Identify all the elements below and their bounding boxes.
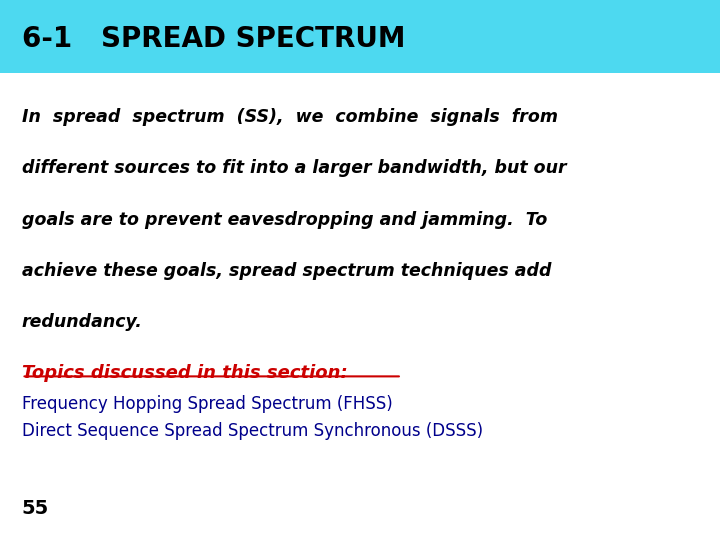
Text: In  spread  spectrum  (SS),  we  combine  signals  from: In spread spectrum (SS), we combine sign… [22,108,557,126]
Text: Direct Sequence Spread Spectrum Synchronous (DSSS): Direct Sequence Spread Spectrum Synchron… [22,422,482,440]
Text: redundancy.: redundancy. [22,313,143,331]
Text: Topics discussed in this section:: Topics discussed in this section: [22,364,347,382]
Text: Frequency Hopping Spread Spectrum (FHSS): Frequency Hopping Spread Spectrum (FHSS) [22,395,392,413]
Text: achieve these goals, spread spectrum techniques add: achieve these goals, spread spectrum tec… [22,262,551,280]
Text: 55: 55 [22,500,49,518]
Text: 6-1   SPREAD SPECTRUM: 6-1 SPREAD SPECTRUM [22,25,405,53]
FancyBboxPatch shape [0,0,720,73]
Text: different sources to fit into a larger bandwidth, but our: different sources to fit into a larger b… [22,159,566,177]
Text: goals are to prevent eavesdropping and jamming.  To: goals are to prevent eavesdropping and j… [22,211,547,228]
